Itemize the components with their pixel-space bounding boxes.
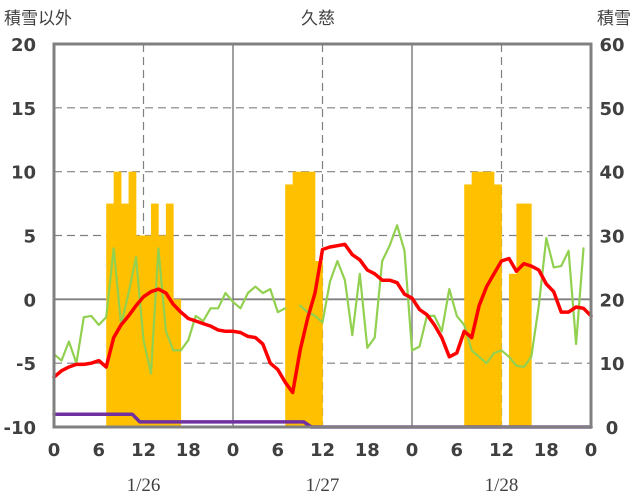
snow-bar [173, 299, 182, 427]
snow-bar [143, 235, 152, 427]
snow-bar [292, 171, 301, 427]
x-tick-label: 6 [450, 440, 463, 461]
green-series-line [52, 247, 287, 375]
x-tick-label: 0 [585, 440, 598, 461]
left-tick-label: 0 [23, 290, 36, 311]
right-tick-label: 0 [606, 418, 619, 439]
right-tick-label: 30 [599, 227, 624, 248]
date-label: 1/27 [306, 475, 340, 496]
snow-bar [300, 171, 308, 427]
date-label: 1/26 [127, 475, 161, 496]
x-tick-label: 0 [227, 440, 240, 461]
right-tick-label: 50 [599, 99, 624, 120]
chart-title: 久慈 [301, 9, 335, 29]
snow-bar [464, 184, 472, 427]
right-axis-title: 積雪 [597, 9, 631, 29]
x-tick-label: 6 [92, 440, 105, 461]
snow-bar [165, 203, 174, 427]
left-tick-label: 5 [23, 227, 36, 248]
x-tick-label: 18 [355, 440, 380, 461]
left-tick-label: -5 [16, 354, 36, 375]
x-tick-label: 0 [406, 440, 419, 461]
plot-frame [52, 42, 593, 429]
snow-bar [285, 184, 293, 427]
left-tick-label: 10 [11, 163, 36, 184]
snow-bar [523, 203, 532, 427]
snow-bar [128, 171, 137, 427]
right-tick-label: 40 [599, 163, 624, 184]
snow-bar [315, 261, 323, 427]
snow-bar [158, 235, 167, 427]
date-label: 1/28 [485, 475, 519, 496]
right-tick-label: 20 [599, 290, 624, 311]
snow-bar [136, 235, 144, 427]
left-tick-label: 20 [11, 35, 36, 56]
x-tick-label: 12 [489, 440, 514, 461]
snow-bar [494, 184, 502, 427]
snow-bar [121, 203, 129, 427]
x-tick-label: 12 [131, 440, 156, 461]
snow-bar [106, 203, 114, 427]
x-tick-label: 18 [176, 440, 201, 461]
snow-bar [486, 171, 495, 427]
right-tick-label: 10 [599, 354, 624, 375]
red-series-line [52, 242, 593, 395]
x-tick-label: 0 [48, 440, 61, 461]
snow-bar [471, 171, 480, 427]
x-tick-label: 6 [271, 440, 284, 461]
x-tick-label: 12 [310, 440, 335, 461]
right-tick-label: 60 [599, 35, 624, 56]
x-tick-label: 18 [534, 440, 559, 461]
snow-bar [516, 203, 525, 427]
snow-bar [508, 273, 517, 427]
left-axis-title: 積雪以外 [4, 9, 72, 29]
left-tick-label: -10 [3, 418, 36, 439]
left-tick-label: 15 [11, 99, 36, 120]
green-series-line [299, 224, 585, 369]
